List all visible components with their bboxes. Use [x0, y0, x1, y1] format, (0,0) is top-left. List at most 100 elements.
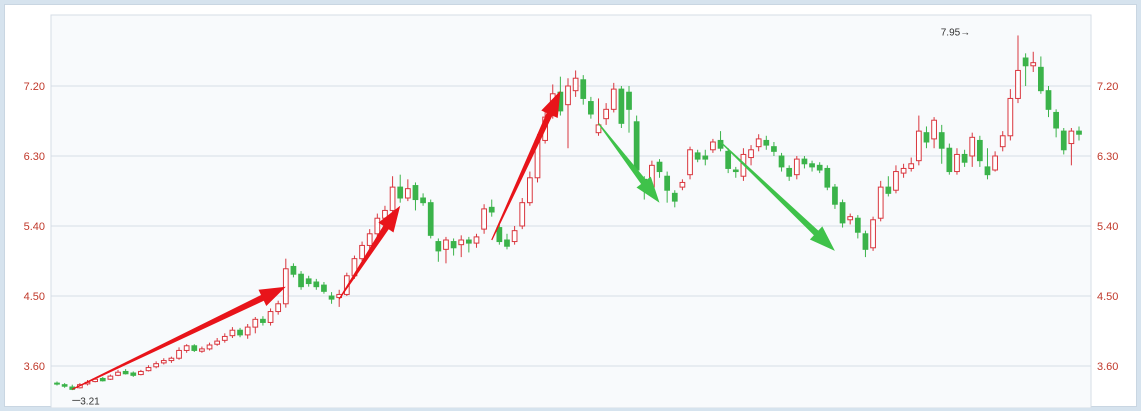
- candle-body: [313, 281, 320, 288]
- candle-body: [458, 239, 465, 246]
- candle-down: [801, 156, 808, 169]
- candle-up: [519, 198, 526, 230]
- candle-down: [854, 215, 861, 239]
- candle-body: [221, 335, 228, 341]
- candle-down: [656, 159, 663, 178]
- candle-body: [900, 167, 907, 174]
- candle-body: [1022, 57, 1029, 67]
- candle-body: [816, 164, 823, 171]
- candle-down: [1045, 86, 1052, 118]
- candle-up: [954, 148, 960, 175]
- candle-up: [511, 226, 518, 245]
- candle-body: [1045, 90, 1052, 110]
- candle-body: [809, 163, 815, 168]
- candle-up: [565, 78, 571, 149]
- candle-body: [961, 153, 968, 163]
- candle-down: [237, 327, 243, 338]
- candle-body: [931, 119, 937, 140]
- candle-body: [938, 132, 945, 149]
- candle-body: [969, 136, 976, 157]
- candle-body: [1060, 130, 1067, 151]
- candle-body: [671, 192, 678, 202]
- candle-up: [915, 115, 922, 166]
- candle-body: [999, 135, 1006, 148]
- candle-up: [992, 151, 998, 172]
- candle-up: [199, 346, 205, 353]
- candle-body: [885, 186, 892, 194]
- candle-down: [938, 124, 945, 164]
- candle-up: [877, 180, 884, 222]
- candle-up: [458, 235, 465, 258]
- candle-down: [122, 369, 129, 375]
- candle-body: [694, 152, 701, 160]
- candle-body: [923, 132, 930, 143]
- candle-body: [839, 202, 846, 224]
- candle-up: [374, 213, 381, 238]
- candle-body: [984, 166, 991, 176]
- candle-down: [626, 86, 632, 133]
- candle-body: [260, 318, 266, 323]
- candle-up: [359, 241, 365, 261]
- y-tick-label-left: 6.30: [24, 151, 45, 163]
- candle-body: [687, 149, 693, 176]
- candle-body: [206, 344, 213, 350]
- candle-body: [725, 150, 732, 169]
- candle-down: [191, 344, 198, 352]
- candle-down: [260, 316, 266, 326]
- annotations: 3.21 7.95→: [72, 28, 970, 407]
- candle-body: [465, 239, 472, 244]
- candle-body: [595, 124, 602, 134]
- candle-body: [679, 181, 686, 188]
- candle-body: [946, 147, 953, 173]
- candle-down: [633, 115, 640, 175]
- candle-down: [786, 165, 793, 181]
- candle-body: [824, 167, 831, 188]
- candle-body: [252, 318, 259, 328]
- candle-up: [443, 236, 449, 264]
- candle-body: [954, 153, 960, 173]
- candle-body: [138, 370, 144, 376]
- candle-up: [595, 98, 602, 136]
- candle-up: [252, 317, 259, 334]
- candle-down: [984, 148, 991, 180]
- candle-body: [976, 139, 983, 162]
- candle-body: [298, 273, 304, 288]
- trend-arrow-up: [491, 90, 561, 241]
- candle-down: [496, 224, 503, 245]
- candle-body: [565, 85, 571, 106]
- candle-body: [229, 329, 236, 337]
- candle-down: [427, 199, 434, 239]
- candle-body: [748, 149, 754, 159]
- candle-body: [511, 230, 518, 243]
- candle-down: [313, 278, 320, 290]
- candle-down: [290, 263, 297, 278]
- candle-body: [107, 375, 114, 380]
- candle-body: [633, 121, 640, 171]
- candle-up: [244, 324, 251, 339]
- candle-up: [404, 179, 411, 202]
- candle-down: [946, 143, 953, 175]
- y-tick-label-right: 6.30: [1097, 151, 1118, 163]
- candle-body: [1053, 111, 1059, 129]
- candle-body: [1068, 130, 1075, 145]
- candle-up: [748, 145, 754, 166]
- candle-down: [732, 166, 739, 178]
- candle-up: [115, 369, 121, 377]
- candle-down: [832, 184, 838, 209]
- candle-body: [366, 233, 373, 246]
- candle-body: [618, 88, 625, 124]
- candle-up: [107, 374, 114, 380]
- candle-body: [267, 311, 274, 323]
- y-tick-label-left: 7.20: [24, 81, 45, 93]
- candle-down: [1022, 53, 1029, 86]
- candle-body: [420, 197, 426, 204]
- candle-body: [496, 227, 503, 243]
- candle-body: [214, 340, 221, 345]
- candle-up: [1015, 35, 1021, 104]
- candle-down: [961, 149, 968, 167]
- y-tick-label-right: 4.50: [1097, 291, 1118, 303]
- candle-body: [99, 377, 106, 382]
- candle-up: [610, 82, 617, 113]
- candle-body: [122, 370, 129, 375]
- candle-body: [786, 167, 793, 177]
